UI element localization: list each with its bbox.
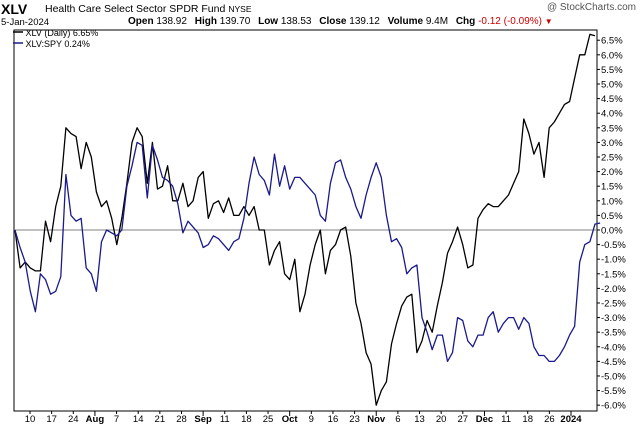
fund-name-text: Health Care Select Sector SPDR Fund <box>45 3 226 15</box>
y-tick-label: -0.5% <box>601 240 626 251</box>
y-tick-label: -5.5% <box>601 386 626 397</box>
y-tick-label: -1.0% <box>601 255 626 266</box>
x-tick-label: 17 <box>46 414 57 425</box>
x-month-label: 2024 <box>560 414 582 425</box>
close-label: Close <box>319 16 347 27</box>
series-layer <box>14 33 601 406</box>
series-line-xlv <box>14 33 596 406</box>
y-tick-label: 6.0% <box>601 50 623 61</box>
y-tick-label: 4.0% <box>601 109 623 120</box>
y-tick-label: 0.5% <box>601 211 623 222</box>
x-month-label: Sep <box>194 414 212 425</box>
close-value: 139.12 <box>349 16 380 27</box>
x-tick-label: 25 <box>263 414 274 425</box>
volume-label: Volume <box>387 16 424 27</box>
y-tick-label: 3.5% <box>601 123 623 134</box>
y-tick-label: 4.5% <box>601 94 623 105</box>
y-tick-label: 2.5% <box>601 153 623 164</box>
ticker-symbol: XLV <box>1 1 28 17</box>
x-tick-label: 16 <box>328 414 339 425</box>
x-tick-label: 18 <box>241 414 252 425</box>
exchange-label: NYSE <box>228 4 252 14</box>
stockcharts-watermark: @ StockCharts.com <box>546 2 636 13</box>
x-month-label: Dec <box>476 414 493 425</box>
chg-value: -0.12 (-0.09%) <box>478 16 542 27</box>
y-tick-label: 5.0% <box>601 80 623 91</box>
y-tick-label: -2.0% <box>601 284 626 295</box>
plot-area <box>13 29 598 412</box>
low-value: 138.53 <box>280 16 312 27</box>
y-tick-label: -3.5% <box>601 328 626 339</box>
open-value: 138.92 <box>156 16 187 27</box>
y-axis: 6.5% 6.0% 5.5% 5.0% 4.5% 4.0% 3.5% 3.0% 2.5% 2.0%… <box>597 36 626 412</box>
x-tick-label: 9 <box>309 414 314 425</box>
open-label: Open <box>128 16 154 27</box>
x-tick-label: 11 <box>501 414 511 425</box>
x-tick-label: 13 <box>414 414 425 425</box>
high-value: 139.70 <box>219 16 251 27</box>
y-tick-label: 5.5% <box>601 65 623 76</box>
chg-label: Chg <box>455 16 476 27</box>
y-tick-label: 0.0% <box>601 225 623 236</box>
down-triangle-icon: ▼ <box>544 17 553 26</box>
x-tick-label: 7 <box>114 414 119 425</box>
x-tick-label: 6 <box>395 414 400 425</box>
fund-name: Health Care Select Sector SPDR Fund NYSE <box>45 3 252 15</box>
x-tick-label: 10 <box>25 414 36 425</box>
legend-item-xlv-spy: XLV:SPY 0.24% <box>13 39 98 50</box>
y-tick-label: 2.0% <box>601 167 623 178</box>
x-axis: 10 17 24 Aug 7 14 21 28 Sep 11 18 25 Oct 9 16 23 Nov 6 13 2… <box>25 411 582 425</box>
y-tick-label: -6.0% <box>601 401 626 412</box>
x-tick-label: 11 <box>220 414 230 425</box>
y-tick-label: -4.5% <box>601 357 626 368</box>
series-line-xlv-spy <box>14 141 601 363</box>
volume-value: 9.4M <box>425 16 449 27</box>
quote-date: 5-Jan-2024 <box>1 17 50 28</box>
high-label: High <box>194 16 217 27</box>
y-tick-label: -5.0% <box>601 371 626 382</box>
x-month-label: Aug <box>86 414 105 425</box>
low-label: Low <box>258 16 279 27</box>
y-tick-label: 6.5% <box>601 36 623 47</box>
x-tick-label: 23 <box>349 414 360 425</box>
y-tick-label: -2.5% <box>601 298 626 309</box>
legend-label-xlv-spy: XLV:SPY 0.24% <box>25 39 90 49</box>
legend-label-xlv: XLV (Daily) 6.65% <box>25 28 99 38</box>
x-tick-label: 21 <box>155 414 166 425</box>
x-tick-label: 24 <box>68 414 79 425</box>
x-tick-label: 14 <box>133 414 144 425</box>
y-tick-label: -4.0% <box>601 342 626 353</box>
y-tick-label: -1.5% <box>601 269 626 280</box>
x-tick-label: 28 <box>176 414 187 425</box>
x-month-label: Nov <box>367 414 386 425</box>
legend: XLV (Daily) 6.65% XLV:SPY 0.24% <box>13 28 98 50</box>
x-month-label: Oct <box>282 414 299 425</box>
legend-swatch-xlv <box>13 31 23 33</box>
y-tick-label: -3.0% <box>601 313 626 324</box>
chart-header: XLV Health Care Select Sector SPDR Fund N… <box>0 0 640 30</box>
x-tick-label: 18 <box>522 414 533 425</box>
legend-item-xlv: XLV (Daily) 6.65% <box>13 28 98 39</box>
x-tick-label: 27 <box>458 414 469 425</box>
y-tick-label: 1.0% <box>601 196 623 207</box>
legend-swatch-xlv-spy <box>13 42 23 44</box>
quote-summary: Open 138.92 High 139.70 Low 138.53 Close… <box>128 16 553 27</box>
y-tick-label: 3.0% <box>601 138 623 149</box>
y-tick-label: 1.5% <box>601 182 623 193</box>
x-tick-label: 26 <box>544 414 555 425</box>
x-tick-label: 20 <box>436 414 447 425</box>
